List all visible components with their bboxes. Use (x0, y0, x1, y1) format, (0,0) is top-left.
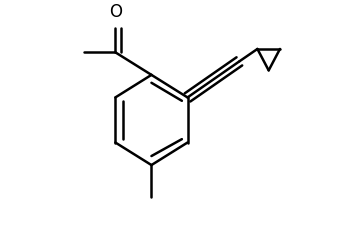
Text: O: O (109, 3, 122, 21)
